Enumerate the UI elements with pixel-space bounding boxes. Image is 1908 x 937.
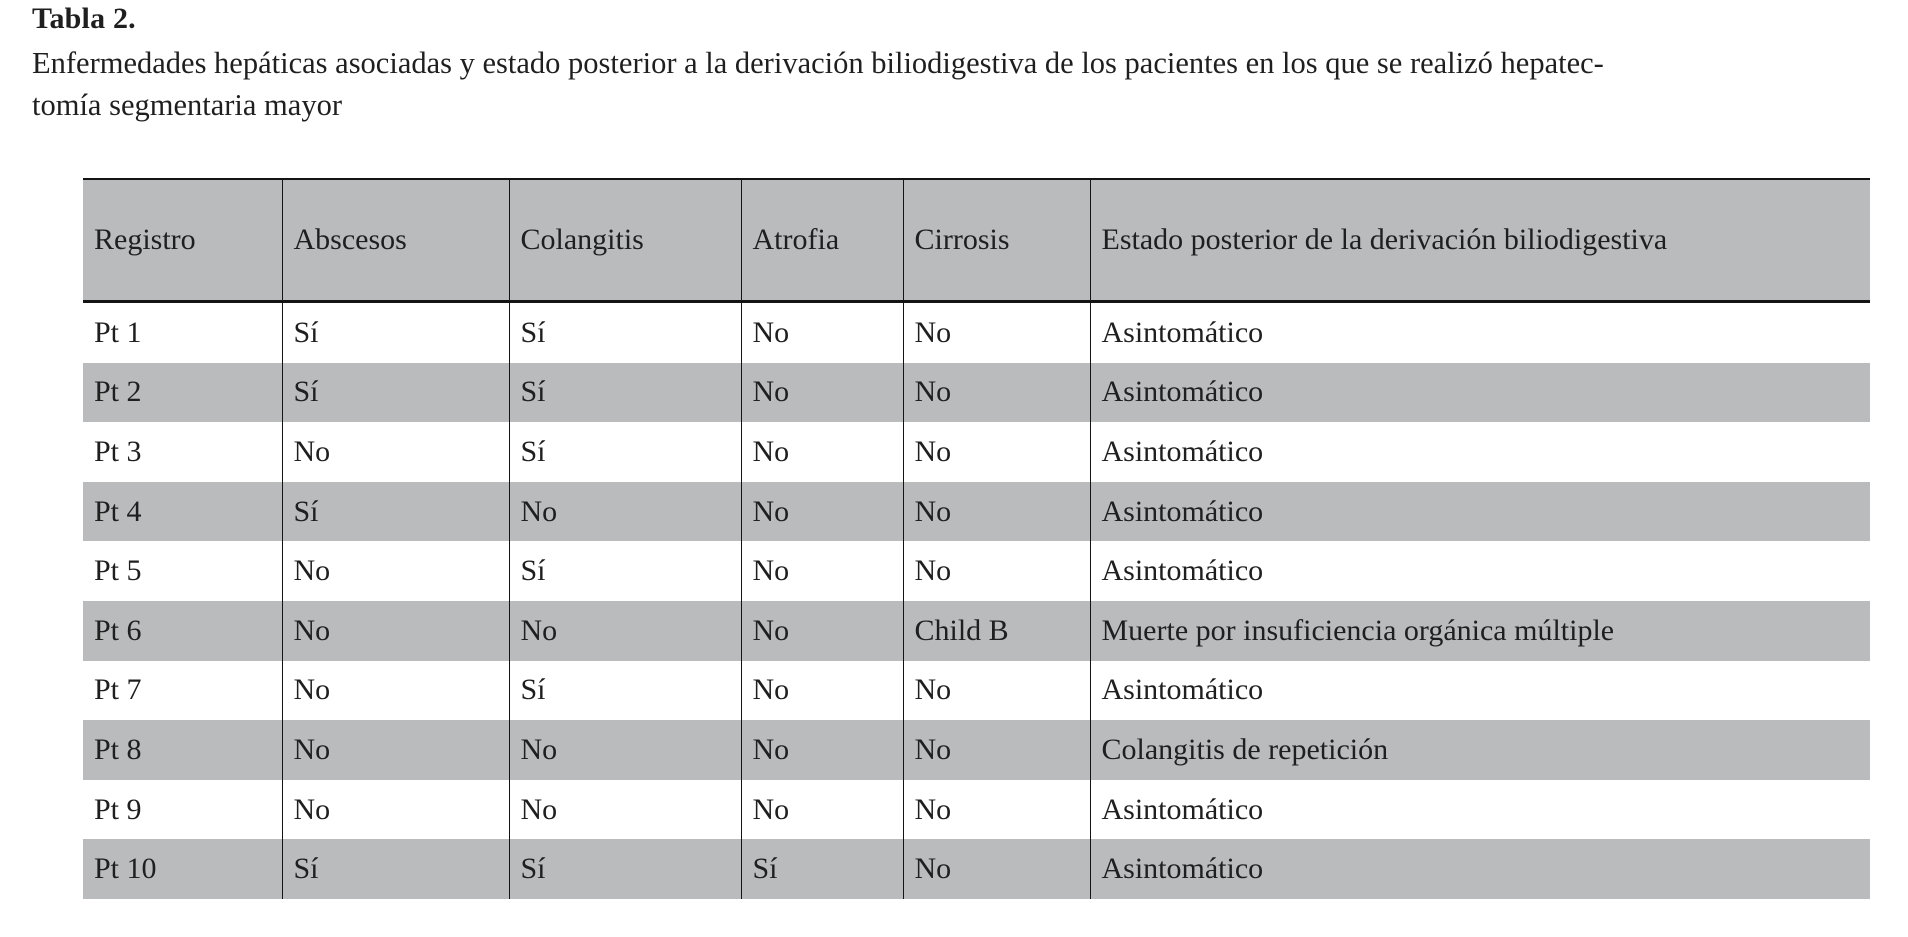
column-header-cirrosis: Cirrosis [902, 179, 1090, 303]
value-cell-colangitis: No [508, 779, 741, 840]
value-cell-cirrosis: Child B [902, 600, 1090, 661]
row-label-cell: Pt 6 [83, 600, 282, 661]
column-header-estado-posterior-de-la-derivacion-biliodigestiva: Estado posterior de la derivación biliod… [1089, 179, 1870, 303]
value-cell-abscesos: No [281, 720, 509, 780]
value-cell-estado-posterior-de-la-derivacion-biliodigestiva: Asintomático [1089, 660, 1870, 721]
value-cell-abscesos: No [281, 541, 509, 601]
value-cell-estado-posterior-de-la-derivacion-biliodigestiva: Asintomático [1089, 779, 1870, 840]
table-row-pt-4: Pt 4 Sí No No No Asintomático [83, 481, 1870, 542]
column-header-atrofia: Atrofia [740, 179, 903, 303]
value-cell-cirrosis: No [902, 362, 1090, 423]
table-head: Registro Abscesos Colangitis Atrofia Cirrosi… [83, 179, 1870, 303]
value-cell-cirrosis: No [902, 481, 1090, 542]
table-caption-line-2: tomía segmentaria mayor [32, 88, 342, 122]
table-row-pt-6: Pt 6 No No No Child B Muerte por insuficienci… [83, 600, 1870, 661]
value-cell-atrofia: No [740, 600, 903, 661]
row-label-cell: Pt 10 [83, 839, 282, 899]
column-header-abscesos: Abscesos [281, 179, 509, 303]
value-cell-colangitis: Sí [508, 422, 741, 482]
value-cell-colangitis: Sí [508, 362, 741, 423]
value-cell-cirrosis: No [902, 660, 1090, 721]
table-row-pt-7: Pt 7 No Sí No No Asintomático [83, 660, 1870, 721]
value-cell-cirrosis: No [902, 541, 1090, 601]
value-cell-abscesos: No [281, 779, 509, 840]
row-label-cell: Pt 3 [83, 422, 282, 482]
table-row-pt-9: Pt 9 No No No No Asintomático [83, 779, 1870, 840]
row-label-cell: Pt 1 [83, 301, 282, 363]
value-cell-colangitis: Sí [508, 301, 741, 363]
value-cell-estado-posterior-de-la-derivacion-biliodigestiva: Asintomático [1089, 541, 1870, 601]
value-cell-colangitis: Sí [508, 541, 741, 601]
value-cell-atrofia: No [740, 660, 903, 721]
value-cell-estado-posterior-de-la-derivacion-biliodigestiva: Muerte por insuficiencia orgánica múltip… [1089, 600, 1870, 661]
value-cell-estado-posterior-de-la-derivacion-biliodigestiva: Asintomático [1089, 362, 1870, 423]
value-cell-cirrosis: No [902, 422, 1090, 482]
value-cell-cirrosis: No [902, 301, 1090, 363]
value-cell-atrofia: No [740, 301, 903, 363]
value-cell-cirrosis: No [902, 779, 1090, 840]
value-cell-atrofia: No [740, 481, 903, 542]
value-cell-colangitis: No [508, 720, 741, 780]
value-cell-abscesos: No [281, 600, 509, 661]
value-cell-atrofia: No [740, 541, 903, 601]
row-label-cell: Pt 5 [83, 541, 282, 601]
value-cell-atrofia: No [740, 720, 903, 780]
value-cell-abscesos: No [281, 422, 509, 482]
table-title: Tabla 2. [32, 2, 136, 35]
value-cell-estado-posterior-de-la-derivacion-biliodigestiva: Asintomático [1089, 301, 1870, 363]
column-header-colangitis: Colangitis [508, 179, 741, 303]
value-cell-abscesos: Sí [281, 839, 509, 899]
row-label-cell: Pt 2 [83, 362, 282, 423]
row-label-cell: Pt 9 [83, 779, 282, 840]
table-row-pt-10: Pt 10 Sí Sí Sí No Asintomático [83, 839, 1870, 899]
table-caption: Enfermedades hepáticas asociadas y estad… [32, 42, 1604, 126]
row-label-cell: Pt 4 [83, 481, 282, 542]
value-cell-atrofia: No [740, 362, 903, 423]
table-body: Pt 1 Sí Sí No No Asintomático Pt 2 Sí Sí No No Asin… [83, 301, 1870, 899]
value-cell-colangitis: Sí [508, 660, 741, 721]
value-cell-colangitis: Sí [508, 839, 741, 899]
value-cell-colangitis: No [508, 600, 741, 661]
column-header-registro: Registro [83, 179, 282, 303]
value-cell-estado-posterior-de-la-derivacion-biliodigestiva: Asintomático [1089, 481, 1870, 542]
table-row-pt-3: Pt 3 No Sí No No Asintomático [83, 422, 1870, 482]
table-caption-line-1: Enfermedades hepáticas asociadas y estad… [32, 46, 1604, 80]
value-cell-abscesos: Sí [281, 362, 509, 423]
value-cell-atrofia: No [740, 422, 903, 482]
table-row-pt-8: Pt 8 No No No No Colangitis de repetición [83, 720, 1870, 780]
value-cell-estado-posterior-de-la-derivacion-biliodigestiva: Colangitis de repetición [1089, 720, 1870, 780]
value-cell-estado-posterior-de-la-derivacion-biliodigestiva: Asintomático [1089, 422, 1870, 482]
value-cell-cirrosis: No [902, 839, 1090, 899]
value-cell-abscesos: No [281, 660, 509, 721]
value-cell-cirrosis: No [902, 720, 1090, 780]
table-row-pt-2: Pt 2 Sí Sí No No Asintomático [83, 362, 1870, 423]
value-cell-atrofia: Sí [740, 839, 903, 899]
value-cell-estado-posterior-de-la-derivacion-biliodigestiva: Asintomático [1089, 839, 1870, 899]
value-cell-atrofia: No [740, 779, 903, 840]
patients-liver-disease-table: Registro Abscesos Colangitis Atrofia Cirrosi… [83, 178, 1870, 899]
value-cell-abscesos: Sí [281, 301, 509, 363]
table-header-row: Registro Abscesos Colangitis Atrofia Cirrosi… [83, 179, 1870, 303]
row-label-cell: Pt 8 [83, 720, 282, 780]
row-label-cell: Pt 7 [83, 660, 282, 721]
value-cell-abscesos: Sí [281, 481, 509, 542]
value-cell-colangitis: No [508, 481, 741, 542]
table-row-pt-1: Pt 1 Sí Sí No No Asintomático [83, 301, 1870, 363]
table-row-pt-5: Pt 5 No Sí No No Asintomático [83, 541, 1870, 601]
